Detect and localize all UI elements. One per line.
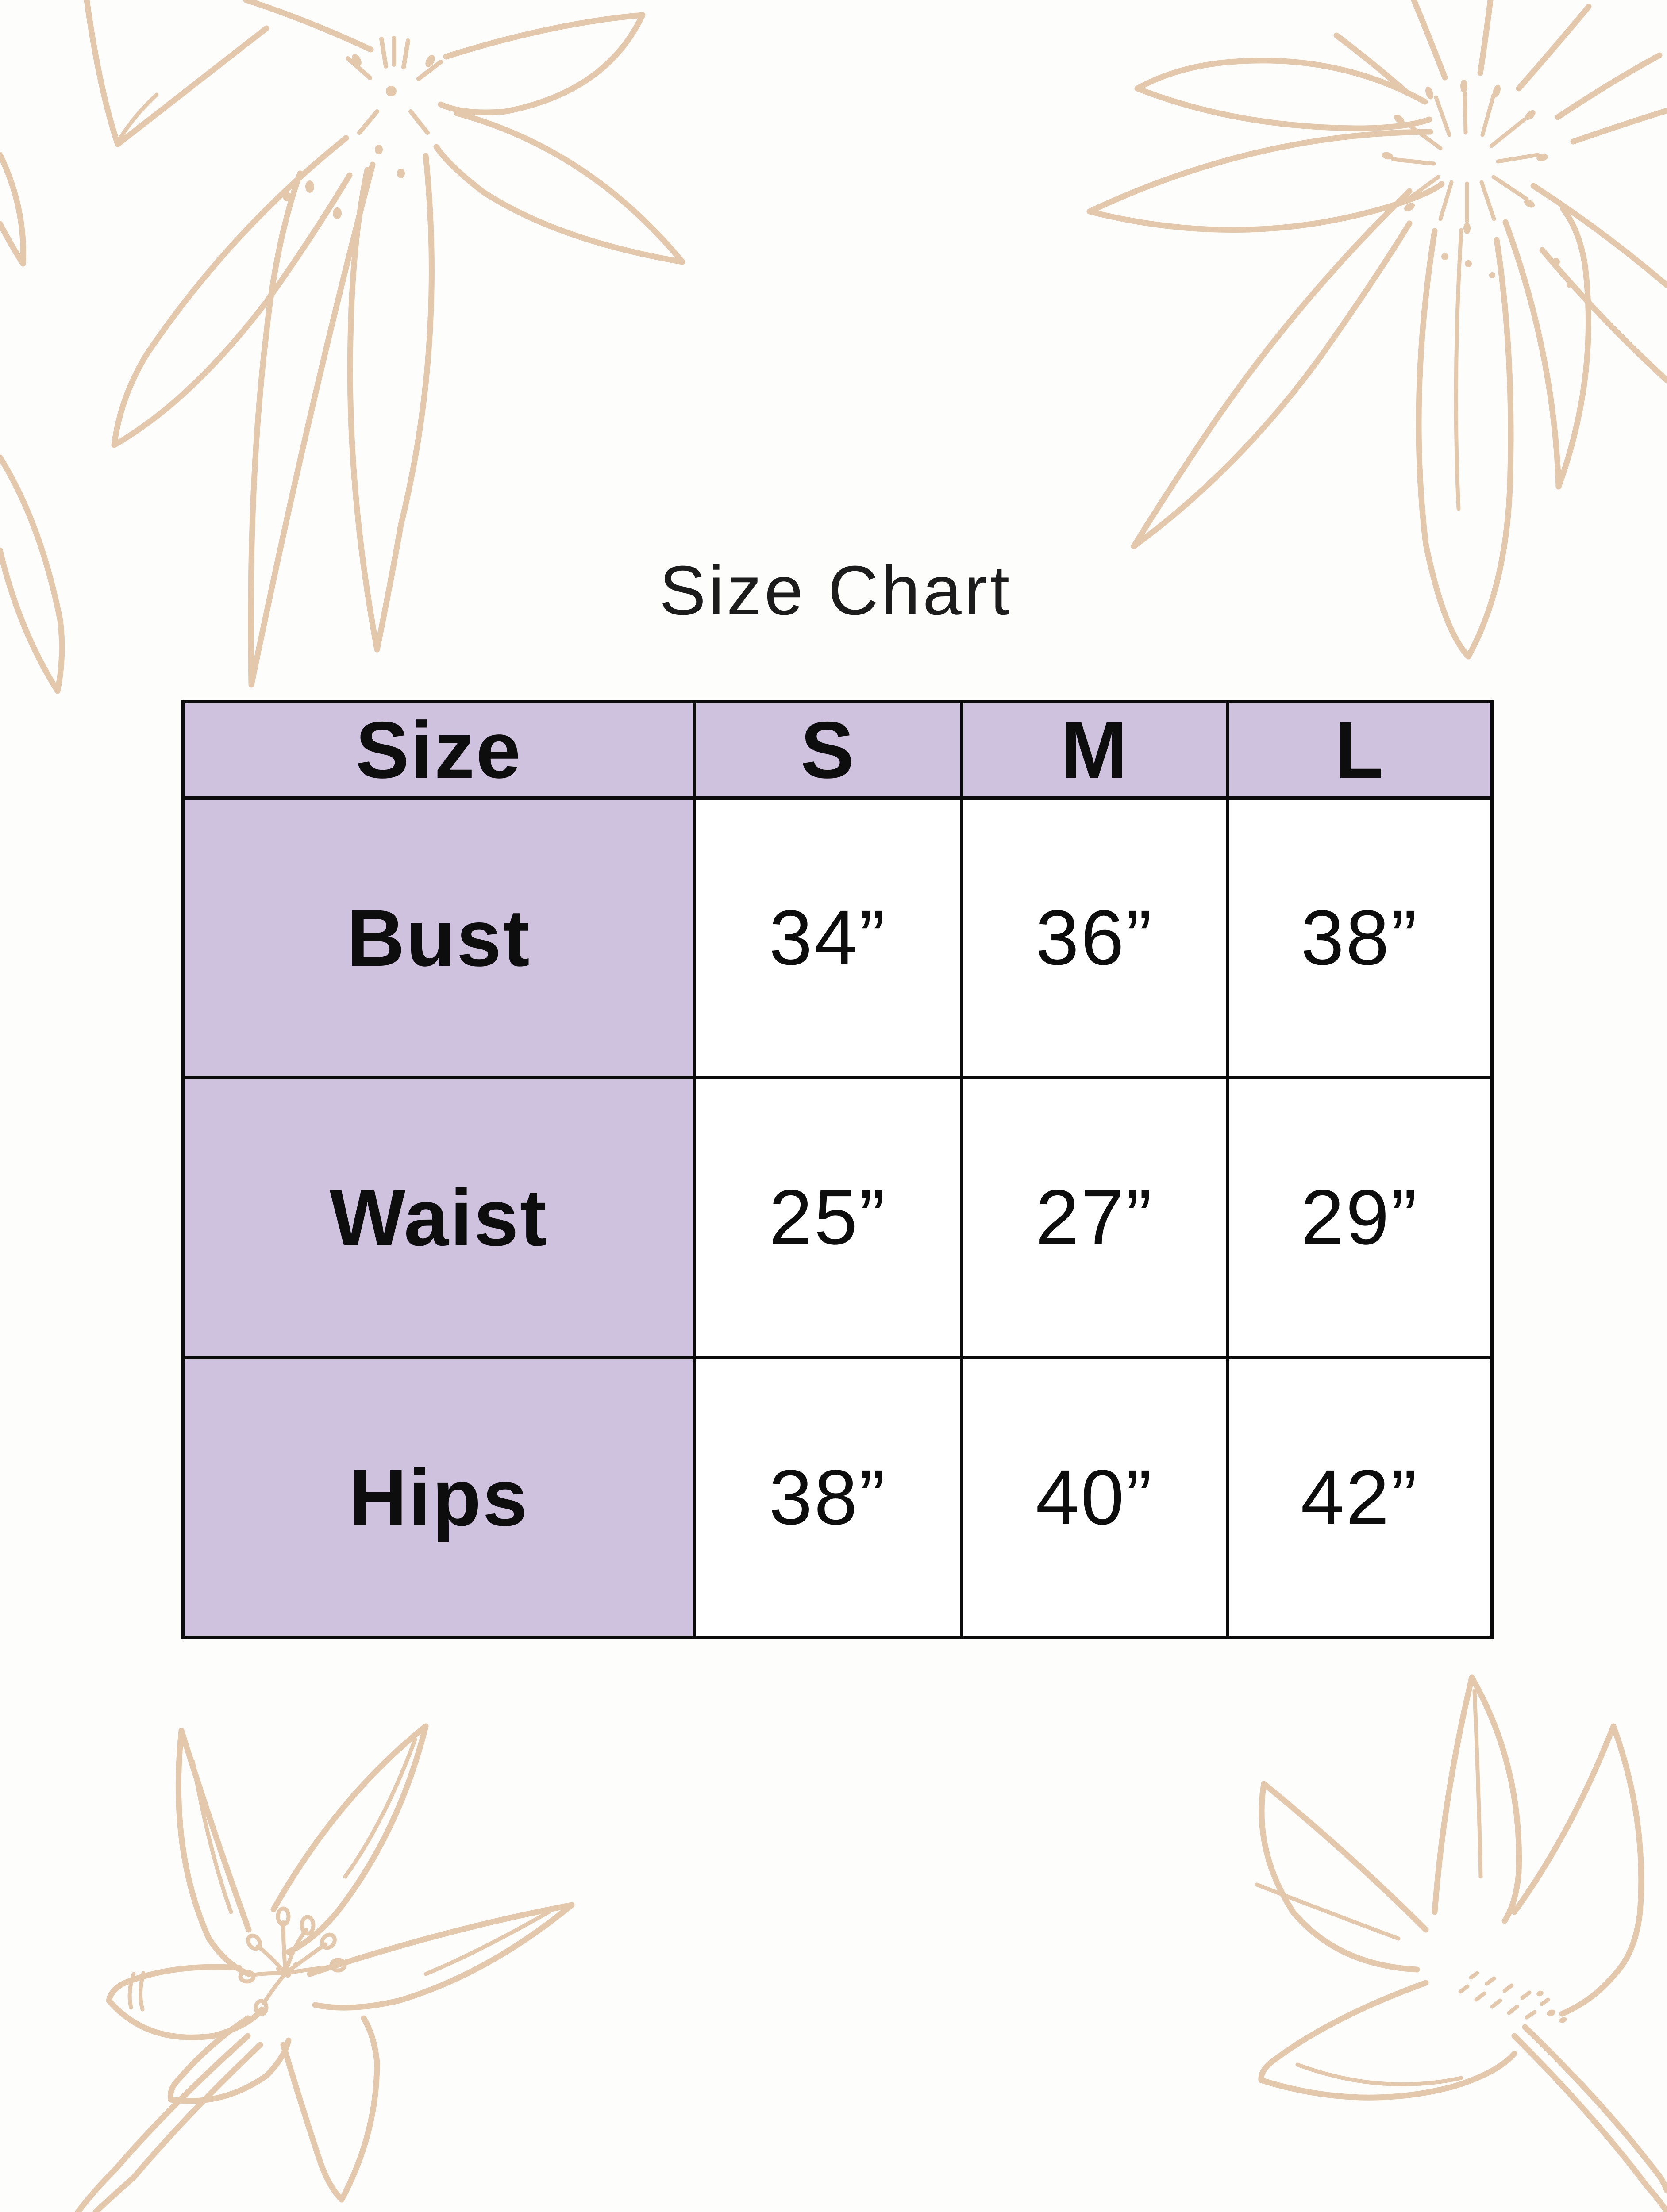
table-header-row: Size S M L <box>181 700 1494 800</box>
cell-hips-s: 38” <box>693 1356 963 1640</box>
cell-waist-l: 29” <box>1226 1076 1494 1359</box>
flower-illustration-bottom-right <box>1255 1674 1667 2212</box>
table-row-hips: Hips 38” 40” 42” <box>181 1356 1494 1640</box>
cell-bust-l: 38” <box>1226 796 1494 1080</box>
column-header-s: S <box>693 700 963 800</box>
row-label-bust: Bust <box>181 796 696 1080</box>
row-label-waist: Waist <box>181 1076 696 1359</box>
table-row-bust: Bust 34” 36” 38” <box>181 796 1494 1080</box>
column-header-l: L <box>1226 700 1494 800</box>
size-chart-table: Size S M L Bust 34” 36” 38” Waist 25” 27… <box>181 700 1494 1640</box>
page-title: Size Chart <box>659 552 1013 630</box>
flower-illustration-top-left <box>0 0 685 694</box>
cell-waist-s: 25” <box>693 1076 963 1359</box>
column-header-size: Size <box>181 700 696 800</box>
cell-hips-l: 42” <box>1226 1356 1494 1640</box>
row-label-hips: Hips <box>181 1356 696 1640</box>
column-header-m: M <box>960 700 1229 800</box>
cell-waist-m: 27” <box>960 1076 1229 1359</box>
flower-illustration-bottom-left <box>75 1723 575 2212</box>
table-row-waist: Waist 25” 27” 29” <box>181 1076 1494 1359</box>
cell-bust-m: 36” <box>960 796 1229 1080</box>
cell-bust-s: 34” <box>693 796 963 1080</box>
cell-hips-m: 40” <box>960 1356 1229 1640</box>
